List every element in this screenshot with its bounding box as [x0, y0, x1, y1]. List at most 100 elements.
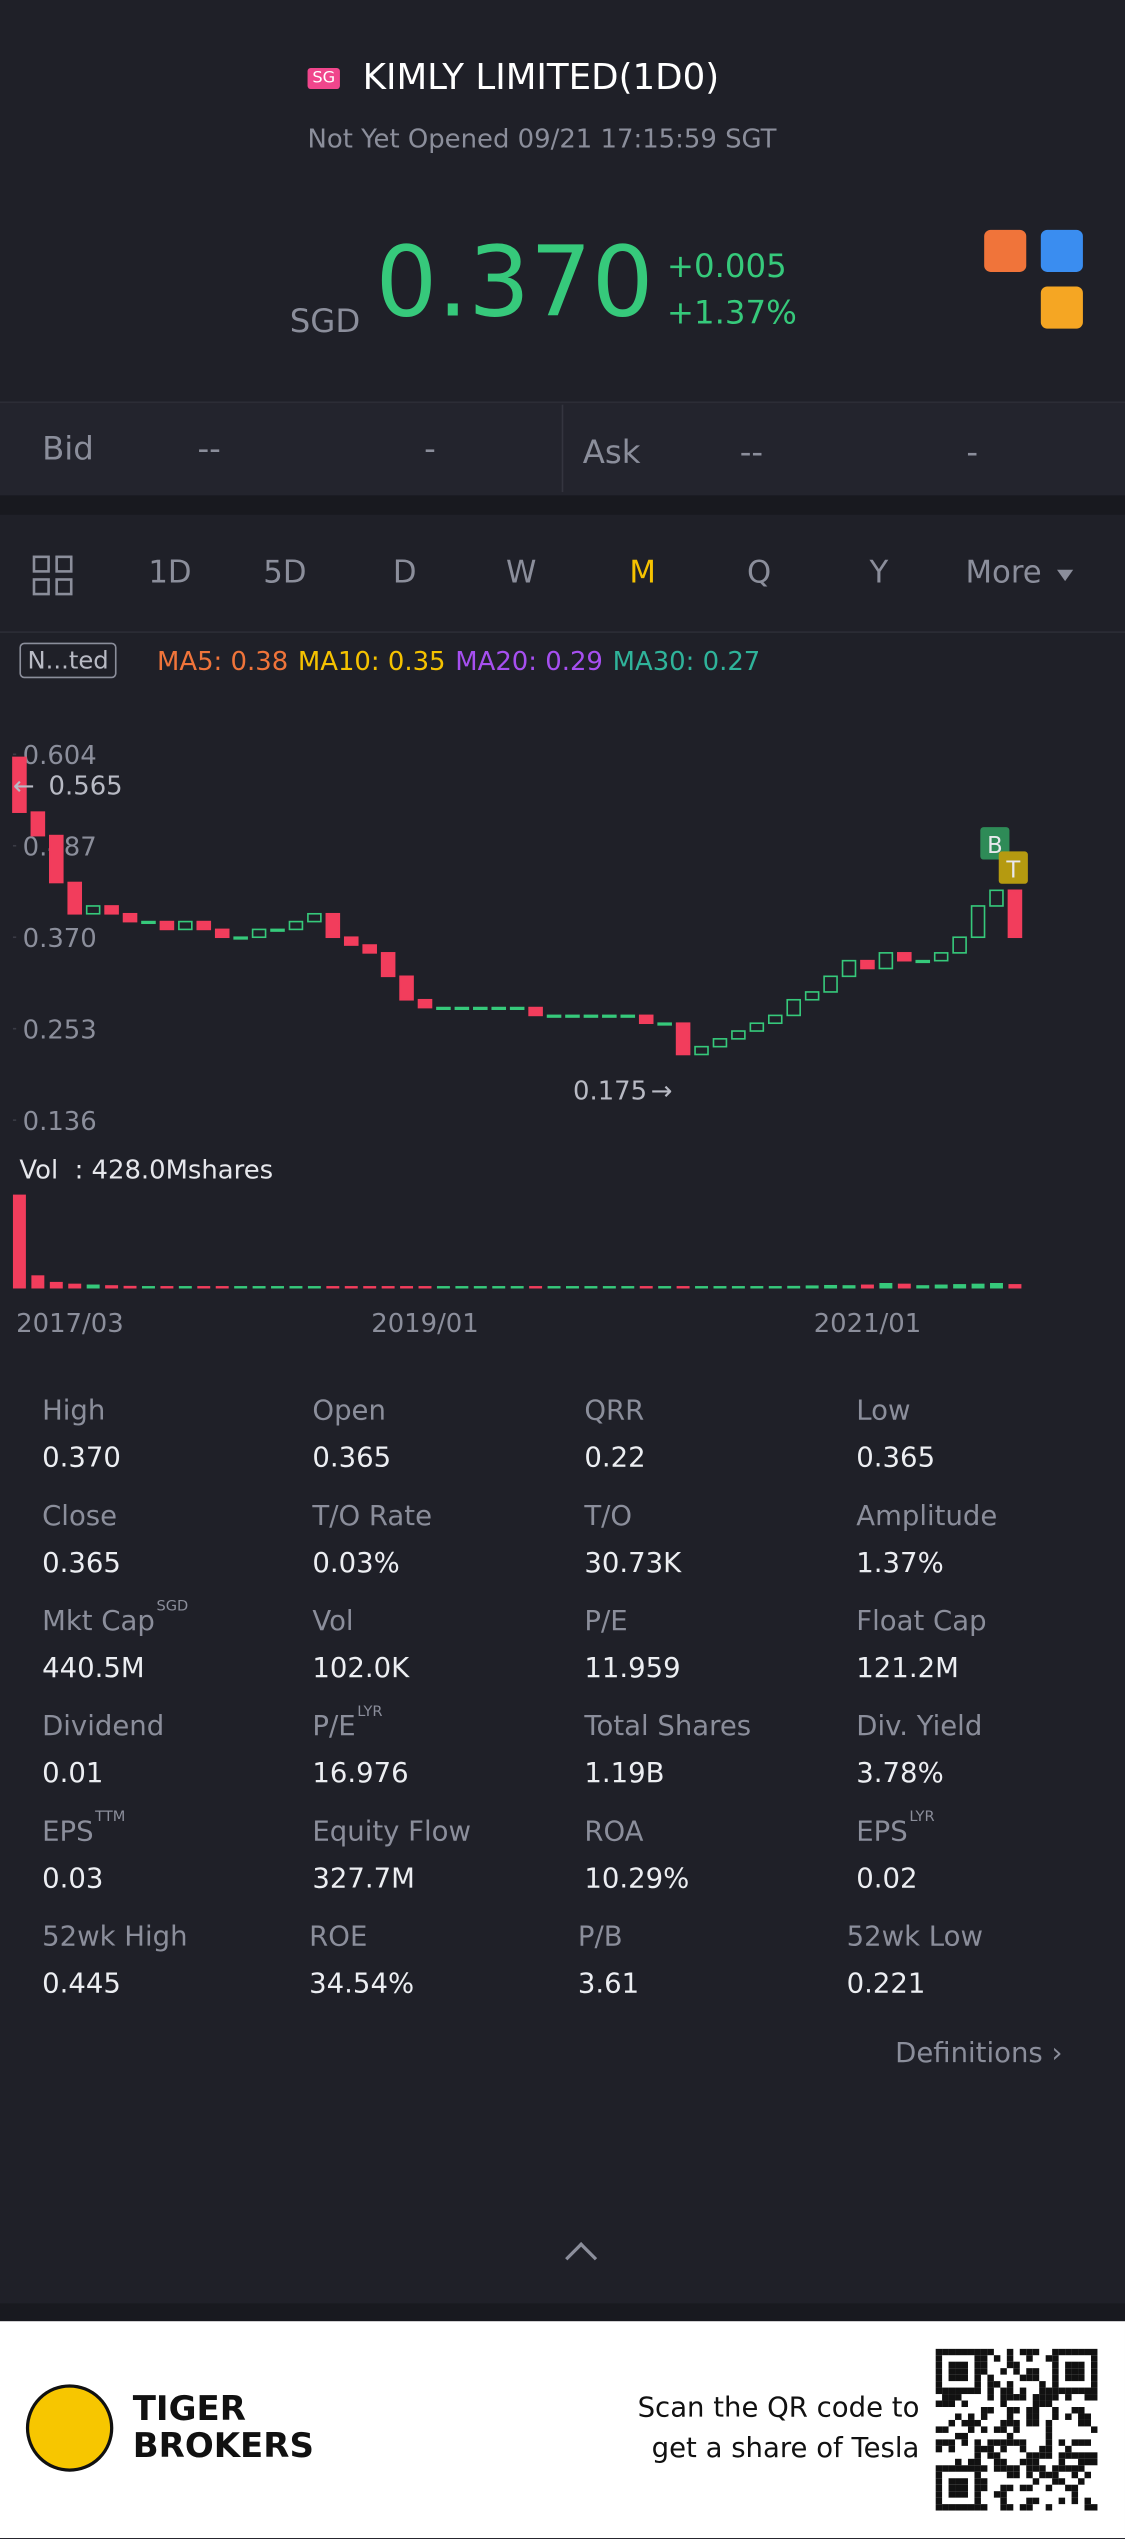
candle — [933, 952, 949, 962]
qr-module — [987, 2387, 994, 2395]
qr-module — [1091, 2387, 1098, 2395]
grid-icon — [32, 555, 73, 596]
expand-chevron[interactable] — [565, 2242, 598, 2275]
layout-icon[interactable] — [32, 555, 74, 597]
qr-module — [1013, 2368, 1020, 2375]
stat-label: ROA — [584, 1816, 644, 1849]
period-tab[interactable]: 1D — [148, 555, 192, 591]
qr-module — [935, 2491, 943, 2498]
period-tab[interactable]: W — [506, 555, 537, 591]
period-tab[interactable]: M — [629, 555, 656, 591]
stat-label: Div. Yield — [856, 1710, 983, 1744]
indicator-tag[interactable]: N...ted — [19, 642, 117, 679]
qr-module — [1006, 2381, 1014, 2388]
qr-module — [948, 2484, 956, 2492]
qr-module — [1019, 2348, 1027, 2356]
period-tab[interactable]: Q — [747, 555, 772, 591]
qr-module — [1045, 2471, 1053, 2479]
stat-sup: SGD — [156, 1599, 189, 1616]
qr-module — [961, 2465, 968, 2472]
period-tab[interactable]: More — [965, 555, 1042, 591]
qr-module — [1071, 2387, 1079, 2395]
qr-module — [1026, 2458, 1033, 2466]
qr-module — [961, 2387, 968, 2395]
qr-module — [1000, 2504, 1007, 2511]
status-icon[interactable] — [1040, 286, 1083, 329]
qr-module — [974, 2452, 981, 2459]
qr-module — [1058, 2387, 1066, 2395]
status-icon[interactable] — [1040, 229, 1083, 272]
qr-module — [955, 2361, 962, 2369]
candle — [325, 912, 341, 939]
period-tab[interactable]: Y — [869, 555, 889, 591]
stat-value: 327.7M — [312, 1863, 415, 1896]
qr-module — [1091, 2348, 1098, 2356]
max-marker: 0.565 — [49, 772, 123, 802]
qr-module — [980, 2504, 988, 2511]
qr-module — [948, 2374, 956, 2382]
period-tab[interactable]: D — [392, 555, 417, 591]
qr-module — [1045, 2504, 1053, 2511]
volume-bar — [953, 1284, 967, 1289]
ma-label: MA5: 0.38 — [157, 645, 289, 677]
qr-module — [1000, 2419, 1007, 2427]
price-change-pct: +1.37% — [666, 292, 797, 332]
qr-module — [1091, 2361, 1098, 2369]
candle — [159, 920, 175, 931]
volume-bar — [916, 1285, 930, 1289]
currency: SGD — [289, 301, 361, 340]
qr-module — [1006, 2413, 1014, 2420]
qr-module — [1078, 2348, 1085, 2356]
definitions-link[interactable]: Definitions › — [895, 2037, 1063, 2071]
stat-value: 3.61 — [577, 1968, 640, 2001]
qr-module — [967, 2458, 975, 2466]
stat-sup: TTM — [95, 1809, 126, 1826]
more-arrow[interactable] — [1057, 569, 1074, 582]
volume-bar — [676, 1286, 690, 1289]
qr-module — [974, 2361, 981, 2369]
signal-badge — [998, 851, 1028, 884]
qr-module — [1032, 2407, 1040, 2414]
status-icon[interactable] — [984, 229, 1027, 272]
volume-bar — [49, 1281, 63, 1289]
qr-module — [993, 2381, 1001, 2388]
qr-module — [1078, 2361, 1085, 2369]
qr-module — [961, 2484, 968, 2492]
qr-module — [1045, 2484, 1053, 2492]
candle — [602, 1014, 617, 1018]
qr-module — [987, 2445, 994, 2453]
qr-module — [1078, 2452, 1085, 2459]
stat-label: P/E — [312, 1710, 356, 1744]
candle — [399, 975, 414, 1001]
period-tab[interactable]: 5D — [263, 555, 307, 591]
qr-module — [1065, 2394, 1072, 2401]
qr-module — [1052, 2348, 1059, 2356]
volume-bar — [658, 1286, 672, 1289]
candle — [786, 998, 801, 1017]
stat-label: Open — [312, 1395, 386, 1428]
candle — [343, 936, 359, 946]
qr-module — [967, 2504, 975, 2511]
candle — [288, 920, 304, 931]
qr-module — [1084, 2497, 1092, 2505]
qr-module — [993, 2355, 1001, 2362]
candle — [675, 1022, 691, 1056]
stat-label: EPS — [856, 1816, 908, 1849]
stat-sup: LYR — [909, 1809, 935, 1826]
qr-module — [993, 2426, 1001, 2433]
qr-module — [1013, 2361, 1020, 2369]
qr-module — [1000, 2439, 1007, 2446]
qr-module — [935, 2361, 943, 2369]
qr-module — [935, 2400, 943, 2408]
qr-module — [942, 2426, 949, 2433]
candle — [638, 1014, 654, 1025]
qr-module — [1032, 2368, 1040, 2375]
qr-module — [955, 2478, 962, 2485]
qr-module — [1091, 2374, 1098, 2382]
volume-bar — [510, 1286, 524, 1289]
qr-module — [1032, 2478, 1040, 2485]
stat-label: Mkt Cap — [42, 1605, 155, 1639]
qr-module — [1000, 2445, 1007, 2453]
qr-module — [935, 2484, 943, 2492]
